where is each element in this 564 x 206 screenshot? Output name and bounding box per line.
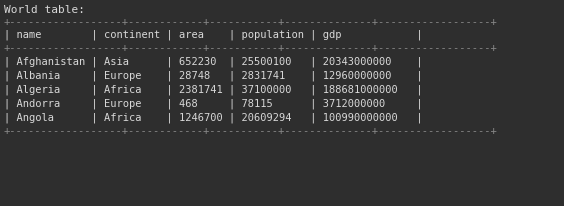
Text: | Andorra     | Europe    | 468     | 78115      | 3712000000     |: | Andorra | Europe | 468 | 78115 | 37120… — [4, 99, 423, 109]
Text: | Albania     | Europe    | 28748   | 2831741    | 12960000000    |: | Albania | Europe | 28748 | 2831741 | 1… — [4, 71, 423, 81]
Text: +------------------+------------+-----------+--------------+------------------+: +------------------+------------+-------… — [4, 17, 498, 27]
Text: | name        | continent | area    | population | gdp            |: | name | continent | area | population |… — [4, 30, 423, 40]
Text: +------------------+------------+-----------+--------------+------------------+: +------------------+------------+-------… — [4, 126, 498, 136]
Text: | Algeria     | Africa    | 2381741 | 37100000   | 188681000000   |: | Algeria | Africa | 2381741 | 37100000 … — [4, 85, 423, 95]
Text: World table:: World table: — [4, 5, 85, 15]
Text: +------------------+------------+-----------+--------------+------------------+: +------------------+------------+-------… — [4, 43, 498, 53]
Text: | Afghanistan | Asia      | 652230  | 25500100   | 20343000000    |: | Afghanistan | Asia | 652230 | 25500100… — [4, 57, 423, 67]
Text: | Angola      | Africa    | 1246700 | 20609294   | 100990000000   |: | Angola | Africa | 1246700 | 20609294 |… — [4, 113, 423, 123]
